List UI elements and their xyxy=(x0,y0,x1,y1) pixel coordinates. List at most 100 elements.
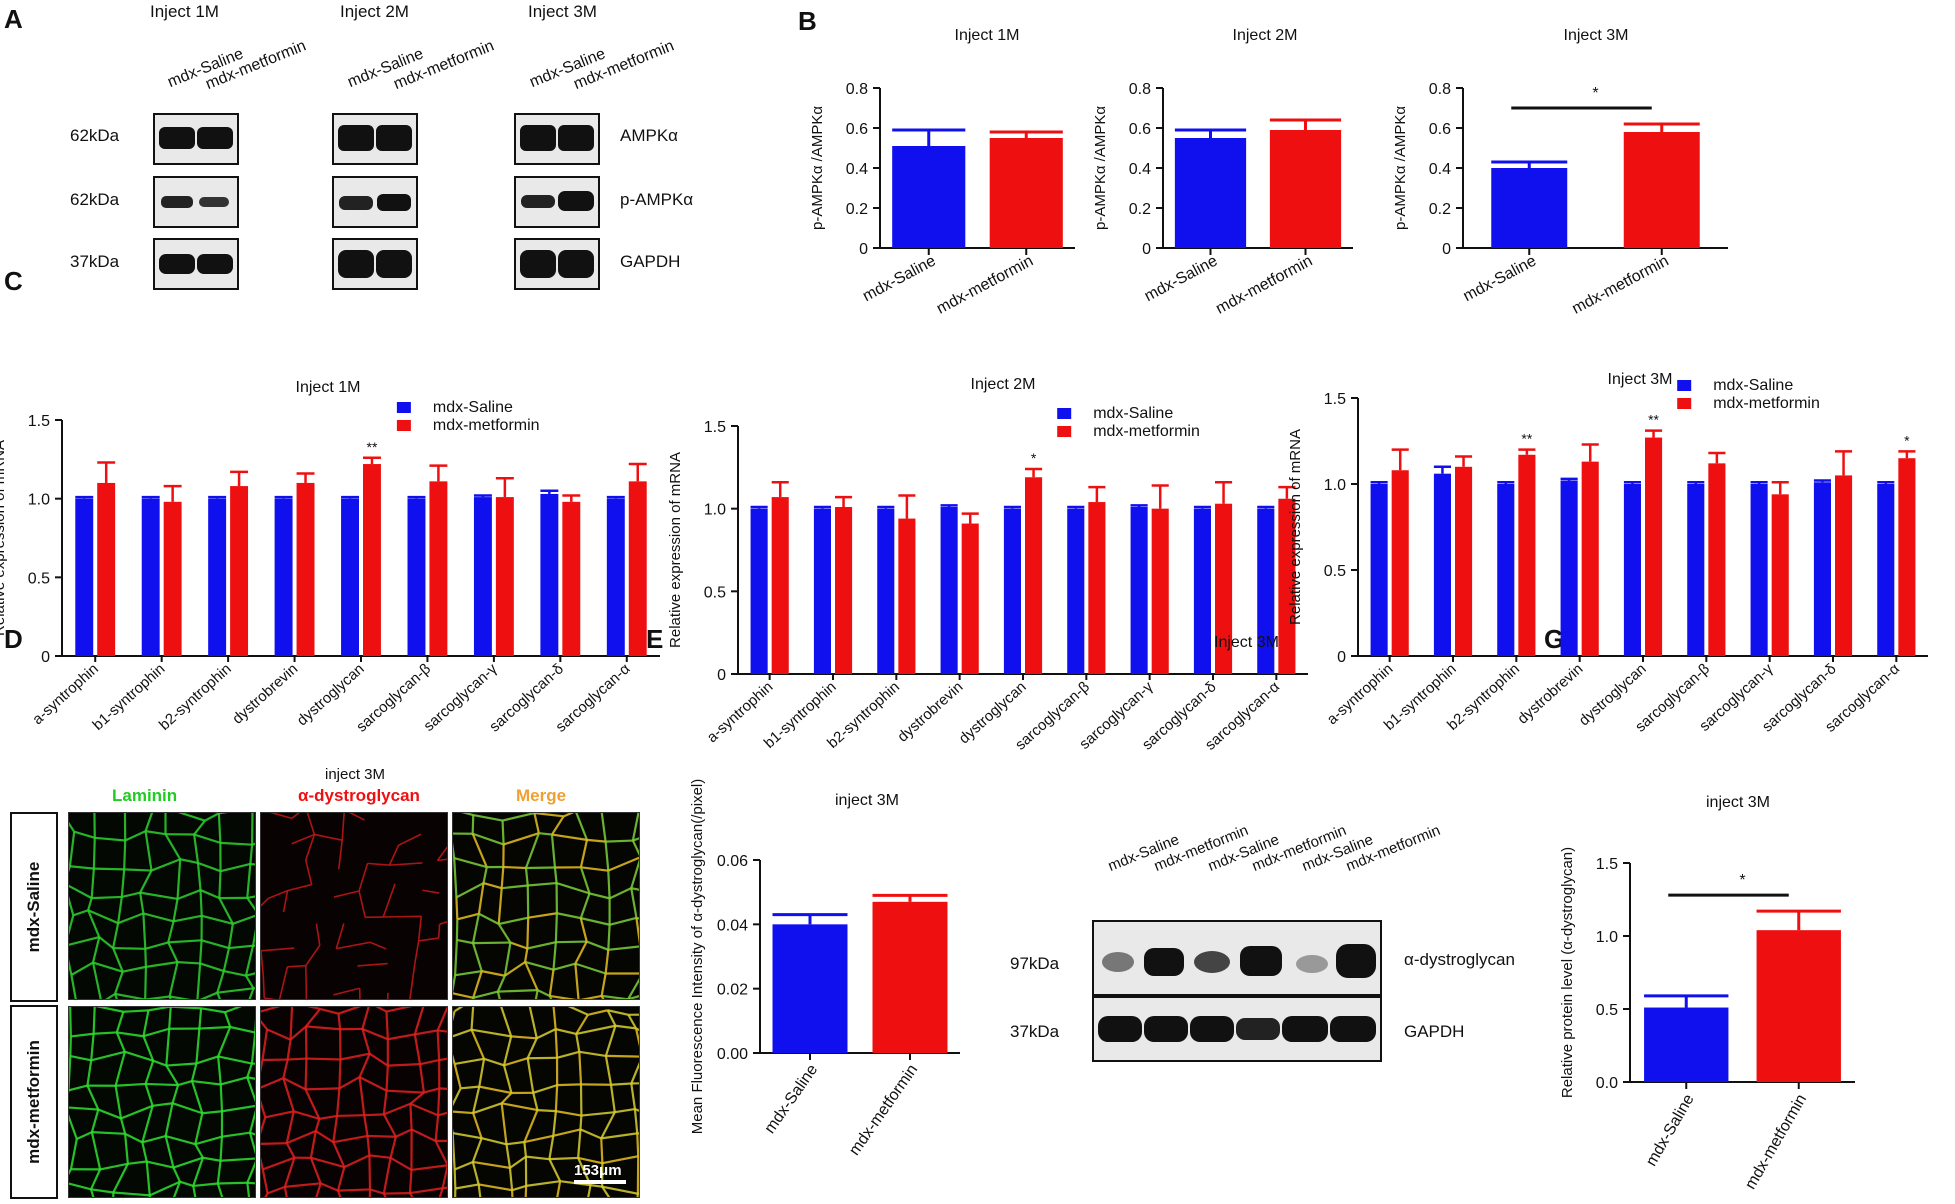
cell-membrane xyxy=(229,1025,255,1034)
chart-title: inject 3M xyxy=(835,792,899,809)
cell-membrane xyxy=(575,1014,589,1035)
micrograph-laminin-metformin xyxy=(68,1006,256,1198)
cell-membrane xyxy=(69,821,76,833)
cell-membrane xyxy=(190,1063,198,1082)
legend-label: mdx-Saline xyxy=(433,399,513,416)
cell-membrane xyxy=(145,830,166,836)
y-tick-label: 0 xyxy=(1142,241,1151,258)
cell-membrane xyxy=(261,1142,287,1146)
cell-membrane xyxy=(411,1128,437,1142)
cell-membrane xyxy=(600,1138,604,1164)
cell-membrane xyxy=(497,888,503,925)
cell-membrane xyxy=(336,941,371,950)
cell-membrane xyxy=(574,962,606,975)
cell-membrane xyxy=(122,965,147,973)
cell-membrane xyxy=(358,863,369,892)
blot-group-title: Inject 1M xyxy=(150,2,219,21)
cell-membrane xyxy=(261,1169,269,1194)
bar xyxy=(1835,475,1853,656)
cell-membrane xyxy=(116,1031,144,1038)
cell-membrane xyxy=(143,912,174,923)
cell-membrane xyxy=(201,939,230,950)
cell-membrane xyxy=(383,1102,411,1116)
cell-membrane xyxy=(221,1104,255,1113)
cell-membrane xyxy=(319,1007,339,1015)
cell-membrane xyxy=(586,940,609,951)
panel-label-a: A xyxy=(4,4,23,34)
significance-label: * xyxy=(1592,85,1598,102)
bar xyxy=(163,501,182,656)
cell-membrane xyxy=(567,1007,589,1016)
y-axis-label: p-AMPKα /AMPKα xyxy=(809,106,826,230)
cell-membrane xyxy=(409,1091,425,1105)
cell-membrane xyxy=(114,1051,126,1087)
cell-membrane xyxy=(217,1056,222,1085)
cell-membrane xyxy=(306,1057,341,1061)
cell-membrane xyxy=(472,1160,511,1169)
cell-membrane xyxy=(387,1063,421,1067)
cell-membrane xyxy=(169,995,191,999)
bar xyxy=(495,497,514,656)
cell-membrane xyxy=(510,941,528,950)
bar xyxy=(562,501,581,656)
cell-membrane xyxy=(413,1034,422,1065)
cell-membrane xyxy=(337,1114,365,1118)
y-tick-label: 1.5 xyxy=(704,419,726,436)
cell-membrane xyxy=(478,912,500,926)
cell-membrane xyxy=(454,1188,457,1197)
blot-image xyxy=(1092,996,1382,1062)
cell-membrane xyxy=(194,1135,223,1146)
cell-membrane xyxy=(409,1102,439,1117)
chart-C1: Inject 1M 0 0.5 1.0 1.5 Relative expression o… xyxy=(0,379,660,736)
cell-membrane xyxy=(164,1102,174,1137)
y-axis-label: p-AMPKα /AMPKα xyxy=(1092,106,1109,230)
chart-title: inject 3M xyxy=(1706,794,1770,811)
cell-membrane xyxy=(86,1085,100,1110)
cell-membrane xyxy=(176,859,182,900)
cell-membrane xyxy=(193,834,200,864)
cell-membrane xyxy=(627,995,639,999)
bar xyxy=(1771,494,1789,656)
cell-membrane xyxy=(579,1050,607,1057)
cell-membrane xyxy=(168,939,202,944)
cell-membrane xyxy=(247,895,255,899)
y-tick-label: 0 xyxy=(717,667,726,684)
cell-membrane xyxy=(419,1059,440,1066)
cell-membrane xyxy=(216,970,225,994)
bar xyxy=(1391,470,1409,656)
cell-membrane xyxy=(179,1180,194,1188)
legend-label: mdx-Saline xyxy=(1713,377,1793,394)
y-tick-label: 0.2 xyxy=(1129,201,1151,218)
cell-membrane xyxy=(574,941,588,965)
cell-membrane xyxy=(534,989,539,999)
cell-membrane xyxy=(631,813,639,841)
cell-membrane xyxy=(261,1077,284,1089)
cell-membrane xyxy=(453,1063,462,1089)
cell-membrane xyxy=(69,1138,78,1170)
cell-membrane xyxy=(581,1111,615,1117)
blot-image xyxy=(153,238,239,290)
cell-membrane xyxy=(246,897,255,911)
bar xyxy=(1898,458,1916,656)
cell-membrane xyxy=(481,1137,507,1146)
cell-membrane xyxy=(413,940,420,965)
cell-membrane xyxy=(437,924,441,939)
cell-membrane xyxy=(453,1133,456,1170)
panel-label-g: G xyxy=(1544,624,1565,654)
cell-membrane xyxy=(504,961,526,977)
cell-membrane xyxy=(261,1007,281,1013)
cell-membrane xyxy=(314,833,343,841)
cell-membrane xyxy=(417,916,423,942)
cell-membrane xyxy=(505,1144,512,1169)
cell-membrane xyxy=(501,820,505,845)
cell-membrane xyxy=(634,1108,639,1112)
cell-membrane xyxy=(341,813,345,841)
cell-membrane xyxy=(335,923,345,949)
cell-membrane xyxy=(139,891,178,901)
chart-C3: Inject 3M 0 0.5 1.0 1.5 Relative expression o… xyxy=(1287,371,1928,736)
bar xyxy=(989,138,1063,248)
cell-membrane xyxy=(120,869,126,898)
cell-membrane xyxy=(523,1109,539,1143)
row-label-metformin: mdx-metformin xyxy=(10,1005,58,1199)
